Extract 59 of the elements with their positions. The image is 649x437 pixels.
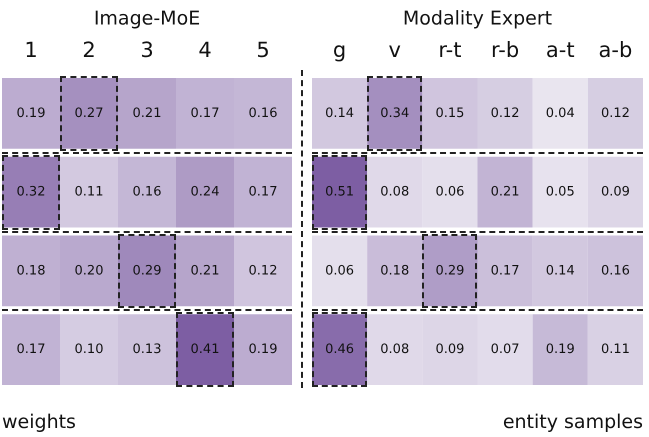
- data-label: 0.06: [435, 184, 464, 200]
- data-label: 0.16: [600, 263, 630, 278]
- chart-title: Image-MoE: [94, 7, 200, 30]
- data-label: 0.08: [380, 342, 410, 357]
- data-label: 0.34: [380, 106, 410, 121]
- data-label: 0.16: [132, 184, 162, 200]
- data-label: 0.24: [190, 184, 220, 200]
- data-label: 0.12: [490, 106, 520, 121]
- data-label: 0.21: [490, 184, 520, 200]
- data-label: 0.27: [74, 106, 104, 121]
- x-tick-label: r-b: [490, 38, 520, 62]
- x-tick-label: a-t: [546, 38, 575, 62]
- data-label: 0.29: [435, 263, 464, 278]
- data-label: 0.46: [325, 342, 354, 357]
- x-tick-label: a-b: [598, 38, 632, 62]
- data-label: 0.17: [490, 263, 520, 278]
- data-label: 0.06: [325, 263, 354, 278]
- data-label: 0.17: [190, 106, 220, 121]
- data-label: 0.16: [248, 106, 278, 121]
- data-label: 0.18: [16, 263, 46, 278]
- data-label: 0.11: [600, 342, 630, 357]
- data-label: 0.14: [325, 106, 354, 121]
- data-label: 0.11: [74, 184, 104, 200]
- data-label: 0.12: [600, 106, 630, 121]
- data-label: 0.04: [546, 106, 575, 121]
- x-tick-label: 5: [256, 38, 270, 62]
- chart-title: Modality Expert: [402, 7, 552, 30]
- data-label: 0.41: [190, 342, 220, 357]
- data-label: 0.21: [132, 106, 162, 121]
- data-label: 0.17: [248, 184, 278, 200]
- data-label: 0.51: [325, 184, 354, 200]
- data-label: 0.07: [490, 342, 520, 357]
- x-tick-label: 3: [140, 38, 154, 62]
- data-label: 0.21: [190, 263, 220, 278]
- data-label: 0.19: [16, 106, 46, 121]
- text: weights: [2, 411, 76, 433]
- data-label: 0.19: [546, 342, 575, 357]
- x-tick-label: 4: [198, 38, 212, 62]
- data-label: 0.08: [380, 184, 410, 200]
- data-label: 0.32: [16, 184, 46, 200]
- x-tick-label: r-t: [438, 38, 462, 62]
- data-label: 0.09: [600, 184, 630, 200]
- data-label: 0.15: [435, 106, 464, 121]
- data-label: 0.20: [74, 263, 104, 278]
- data-label: 0.10: [74, 342, 104, 357]
- data-label: 0.12: [248, 263, 278, 278]
- text: entity samples: [502, 411, 643, 433]
- data-label: 0.29: [132, 263, 162, 278]
- data-label: 0.18: [380, 263, 410, 278]
- data-label: 0.05: [546, 184, 575, 200]
- x-tick-label: 1: [24, 38, 38, 62]
- data-label: 0.14: [546, 263, 575, 278]
- data-label: 0.19: [248, 342, 278, 357]
- data-label: 0.17: [16, 342, 46, 357]
- x-tick-label: g: [332, 38, 346, 62]
- data-label: 0.09: [435, 342, 464, 357]
- x-tick-label: v: [388, 38, 401, 62]
- data-label: 0.13: [132, 342, 162, 357]
- x-tick-label: 2: [82, 38, 96, 62]
